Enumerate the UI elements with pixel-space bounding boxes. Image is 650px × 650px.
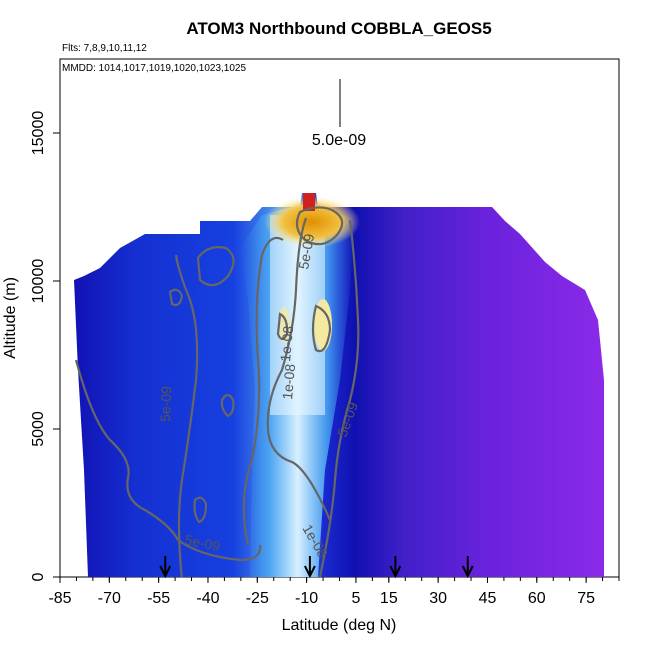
dates-label: MMDD: 1014,1017,1019,1020,1023,1025 xyxy=(62,63,246,74)
marker-arrow-head xyxy=(159,565,172,579)
peak-cell xyxy=(303,193,315,211)
contour-line-outer-left xyxy=(74,359,262,562)
x-axis-label: Latitude (deg N) xyxy=(282,617,397,634)
y-tick-label: 0 xyxy=(30,572,47,581)
y-axis: 0 5000 10000 15000 xyxy=(30,111,60,581)
x-axis: -85 -70 -55 -40 -25 -10 5 15 30 45 60 75 xyxy=(48,577,620,607)
contour-loop-small-5 xyxy=(276,312,289,341)
contour-label-4: 5e-09 xyxy=(295,232,317,270)
contours xyxy=(74,206,360,577)
contour-loop-small-4 xyxy=(193,496,208,524)
marker-arrow-head xyxy=(389,565,402,579)
contour-label-1: 5e-09 xyxy=(157,386,174,423)
scale-label: 5.0e-09 xyxy=(312,132,366,149)
contour-line-left xyxy=(174,254,199,577)
contour-loop-peak-inner xyxy=(311,304,332,353)
contour-line-right xyxy=(318,219,360,577)
contour-line-center-left xyxy=(242,236,284,546)
marker-arrows xyxy=(159,556,474,579)
marker-arrow-head xyxy=(304,565,316,579)
heatmap-field xyxy=(74,193,604,577)
x-tick-label: -10 xyxy=(295,590,318,607)
x-tick-label: -25 xyxy=(246,590,269,607)
flights-label: Flts: 7,8,9,10,11,12 xyxy=(62,43,147,54)
x-tick-label: 30 xyxy=(429,590,447,607)
chart-title: ATOM3 Northbound COBBLA_GEOS5 xyxy=(186,19,491,38)
contour-loop-small-1 xyxy=(196,246,235,287)
x-tick-label: -85 xyxy=(48,590,71,607)
contour-label-5: 1e-08 xyxy=(277,325,296,362)
x-tick-label: -55 xyxy=(147,590,170,607)
contour-label-2: 5e-09 xyxy=(183,531,222,554)
contour-loop-small-3 xyxy=(168,288,184,307)
x-tick-label: 60 xyxy=(528,590,546,607)
y-tick-label: 15000 xyxy=(30,111,47,156)
contour-label-6: 1e-08 xyxy=(279,363,298,400)
contour-line-center-right xyxy=(266,217,332,521)
x-tick-label: -40 xyxy=(196,590,219,607)
x-tick-label: 5 xyxy=(351,590,360,607)
x-tick-label: 15 xyxy=(380,590,398,607)
contour-loop-small-2 xyxy=(220,393,235,418)
marker-arrow-head xyxy=(461,565,474,579)
contour-loop-peak xyxy=(295,206,344,246)
x-tick-label: -70 xyxy=(98,590,121,607)
x-tick-label: 45 xyxy=(479,590,497,607)
y-tick-label: 5000 xyxy=(30,411,47,447)
y-axis-label: Altitude (m) xyxy=(2,277,19,359)
x-tick-label: 75 xyxy=(577,590,595,607)
y-tick-label: 10000 xyxy=(30,259,47,304)
